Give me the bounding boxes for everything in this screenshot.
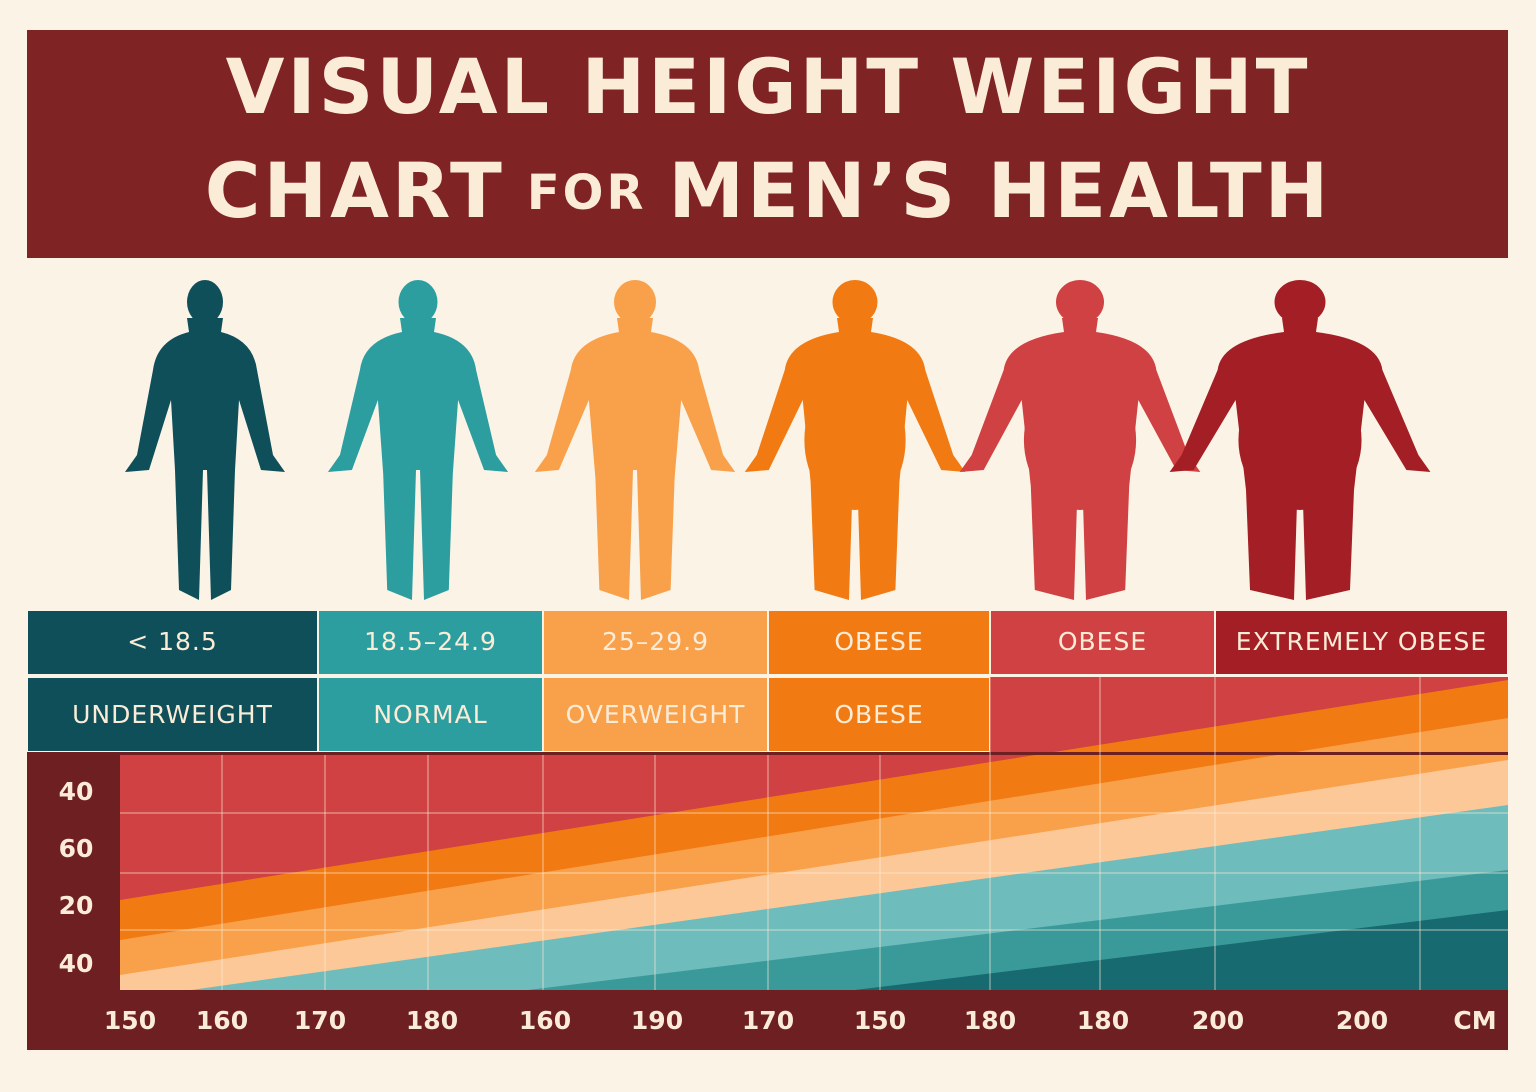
x-label: 170: [742, 1006, 794, 1035]
band: [120, 910, 1508, 990]
range-cell: [542, 609, 769, 676]
x-label: 200: [1336, 1006, 1388, 1035]
category-cell: [542, 676, 769, 753]
x-label: 150: [854, 1006, 906, 1035]
title-part: CHART: [205, 146, 505, 235]
silhouette-body: [125, 318, 285, 600]
category-cell: [767, 676, 991, 753]
y-label: 20: [59, 891, 94, 920]
category-label: OVERWEIGHT: [566, 700, 746, 729]
title-part: FOR: [527, 165, 647, 221]
silhouette-body: [327, 318, 509, 600]
range-label: EXTREMELY OBESE: [1236, 627, 1487, 656]
x-label: 160: [196, 1006, 248, 1035]
range-label: 25–29.9: [602, 627, 709, 656]
x-label: 150: [104, 1006, 156, 1035]
silhouette-body: [534, 318, 736, 600]
category-label: NORMAL: [373, 700, 487, 729]
x-label: 200: [1192, 1006, 1244, 1035]
x-label: 180: [964, 1006, 1016, 1035]
x-label: 170: [294, 1006, 346, 1035]
band: [120, 870, 1508, 990]
x-label: 180: [406, 1006, 458, 1035]
range-cell: [1214, 609, 1509, 676]
title-line2: CHART FOR MEN’S HEALTH: [205, 146, 1332, 235]
silhouette-belly: [1238, 370, 1362, 510]
y-label: 40: [59, 949, 94, 978]
silhouette-head: [1274, 280, 1326, 324]
range-label: OBESE: [1058, 627, 1147, 656]
range-label: < 18.5: [127, 627, 218, 656]
silhouette-head: [614, 280, 656, 324]
range-label: OBESE: [834, 627, 923, 656]
range-cell: [767, 609, 991, 676]
grid: [120, 677, 1508, 990]
silhouette-head: [187, 280, 223, 324]
silhouette-head: [832, 280, 878, 324]
range-label: 18.5–24.9: [364, 627, 497, 656]
x-label: CM: [1453, 1006, 1496, 1035]
title-part: MEN’S HEALTH: [668, 146, 1331, 235]
silhouette-belly: [804, 370, 906, 510]
title-banner: [27, 30, 1508, 258]
silhouettes: [125, 280, 1431, 600]
y-label: 60: [59, 834, 94, 863]
title-line1: VISUAL HEIGHT WEIGHT: [226, 42, 1311, 131]
band: [120, 805, 1508, 990]
silhouette-head: [1056, 280, 1104, 324]
category-table: < 18.5 18.5–24.9 25–29.9 OBESE OBESE EXTREMEL…: [26, 609, 1509, 753]
category-cell: [317, 676, 544, 753]
range-cell: [317, 609, 544, 676]
silhouette-head: [398, 280, 438, 324]
x-label: 190: [631, 1006, 683, 1035]
silhouette-belly: [1023, 370, 1137, 510]
axis-labels: 40 60 20 40 150 160 170 180 160 190 170 150 180 180 20…: [59, 777, 1497, 1035]
y-label: 40: [59, 777, 94, 806]
category-label: OBESE: [834, 700, 923, 729]
category-label: UNDERWEIGHT: [72, 700, 273, 729]
x-label: 160: [519, 1006, 571, 1035]
range-cell: [989, 609, 1216, 676]
x-label: 180: [1077, 1006, 1129, 1035]
